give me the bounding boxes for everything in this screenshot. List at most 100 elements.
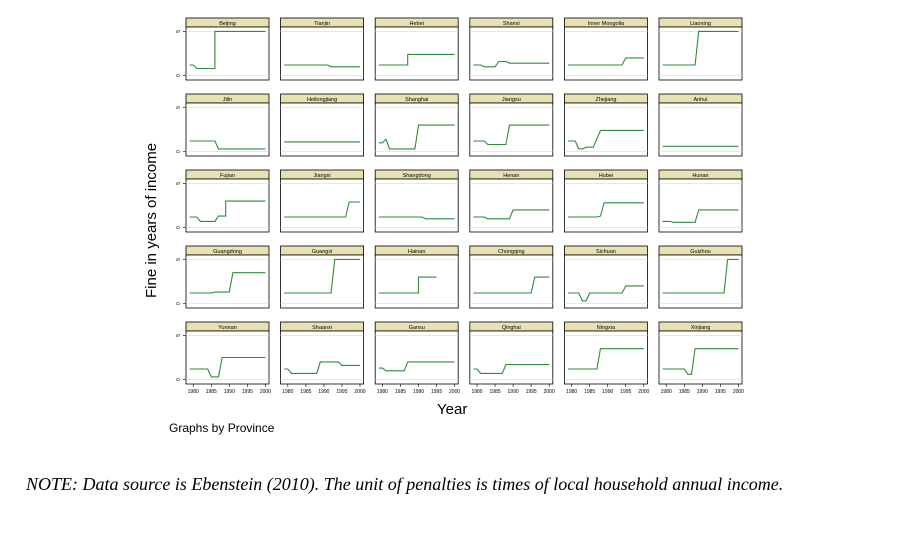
panel-title: Hunan	[692, 173, 708, 179]
panel-plot-area	[564, 102, 648, 157]
panel-plot-area	[374, 178, 459, 233]
y-tick-label: 0	[176, 74, 182, 77]
x-tick-label: 2000	[354, 389, 365, 395]
series-line	[189, 140, 266, 150]
x-tick-label: 1980	[377, 389, 388, 395]
x-tick-label: 1995	[242, 389, 253, 395]
y-tick-label: 0	[176, 302, 182, 305]
panel: Xinjiang 1980 1985 1990 1995 2000	[658, 321, 744, 395]
panel-title: Jilin	[223, 97, 232, 103]
panel-title: Shangdong	[403, 173, 431, 179]
x-tick-label: 1980	[661, 389, 672, 395]
series-line	[189, 272, 266, 294]
panel-plot-area	[658, 178, 743, 233]
panel-plot-area	[374, 102, 459, 157]
panel: Hebei	[374, 17, 459, 81]
panel-plot-area	[280, 26, 365, 81]
panel-plot-area	[469, 102, 554, 157]
panel-plot-area	[185, 26, 270, 81]
panel-title: Qinghai	[502, 325, 521, 331]
panel: Shanxi	[469, 17, 554, 81]
panel: Guangxi	[280, 245, 365, 309]
x-tick-label: 1995	[336, 389, 347, 395]
x-tick-label: 1990	[508, 389, 519, 395]
x-tick-label: 1990	[318, 389, 329, 395]
panel-title: Hebei	[410, 21, 424, 27]
series-line	[284, 64, 360, 68]
x-tick-label: 1980	[566, 389, 577, 395]
series-line	[662, 258, 739, 294]
y-tick-label: 5	[176, 258, 182, 261]
y-axis-label: Fine in years of income	[143, 142, 160, 298]
series-line	[378, 53, 455, 66]
panel: Guangdong 0 5	[176, 245, 270, 309]
panel-plot-area	[564, 26, 648, 81]
panel-plot-area	[658, 254, 743, 309]
series-line	[662, 348, 739, 375]
panel-plot-area	[469, 178, 554, 233]
panel: Heilongjiang	[280, 93, 365, 157]
panel-plot-area	[280, 178, 365, 233]
panel-title: Hubei	[599, 173, 613, 179]
panel-title: Jiangsu	[502, 97, 521, 103]
panel: Ningxia 1980 1985 1990 1995 2000	[564, 321, 650, 395]
x-tick-label: 2000	[638, 389, 649, 395]
panel-title: Chongqing	[498, 249, 525, 255]
panel: Shangdong	[374, 169, 459, 233]
panel: Guizhou	[658, 245, 743, 309]
series-line	[473, 276, 550, 294]
x-tick-label: 1980	[188, 389, 199, 395]
panel: Jiangxi	[280, 169, 365, 233]
x-tick-label: 1995	[715, 389, 726, 395]
series-line	[284, 201, 360, 218]
panel: Henan	[469, 169, 554, 233]
series-line	[378, 216, 455, 220]
series-line	[662, 209, 739, 223]
series-line	[378, 124, 455, 150]
panel-title: Gansu	[409, 325, 425, 331]
panel-plot-area	[280, 330, 365, 385]
x-tick-label: 1990	[697, 389, 708, 395]
panel-title: Henan	[503, 173, 519, 179]
series-line	[473, 364, 550, 374]
series-line	[568, 129, 644, 150]
panel-plot-area	[374, 254, 459, 309]
x-axis-label: Year	[437, 401, 468, 418]
panel: Jiangsu	[469, 93, 554, 157]
x-tick-label: 1990	[413, 389, 424, 395]
panel-title: Yunnan	[218, 325, 237, 331]
panel: Qinghai 1980 1985 1990 1995 2000	[469, 321, 555, 395]
panel-title: Hainan	[408, 249, 425, 255]
series-line	[284, 361, 360, 374]
x-tick-label: 1995	[431, 389, 442, 395]
series-line	[568, 285, 644, 302]
panel-title: Inner Mongolia	[588, 21, 625, 27]
x-tick-label: 1980	[471, 389, 482, 395]
series-line	[568, 57, 644, 66]
x-tick-label: 1985	[489, 389, 500, 395]
series-line	[473, 60, 550, 68]
panel-title: Beijing	[219, 21, 236, 27]
panel-title: Guangxi	[312, 249, 333, 255]
panel: Chongqing	[469, 245, 554, 309]
panel-plot-area	[374, 330, 459, 385]
panel-plot-area	[564, 254, 648, 309]
panel-title: Sichuan	[596, 249, 616, 255]
panel-title: Xinjiang	[691, 325, 711, 331]
panel: Sichuan	[564, 245, 648, 309]
x-tick-label: 1985	[300, 389, 311, 395]
x-tick-label: 1985	[679, 389, 690, 395]
panel-title: Jiangxi	[314, 173, 331, 179]
panel-plot-area	[564, 178, 648, 233]
panel: Shaanxi 1980 1985 1990 1995 2000	[280, 321, 366, 395]
panel-title: Shaanxi	[312, 325, 332, 331]
panel-title: Guangdong	[213, 249, 242, 255]
panel: Fujian 0 5	[176, 169, 270, 233]
y-axis-label-box: Fine in years of income	[143, 143, 183, 310]
series-line	[284, 258, 360, 294]
series-line	[473, 209, 550, 220]
panel: Tianjin	[280, 17, 365, 81]
x-tick-label: 1985	[206, 389, 217, 395]
y-tick-label: 5	[176, 106, 182, 109]
